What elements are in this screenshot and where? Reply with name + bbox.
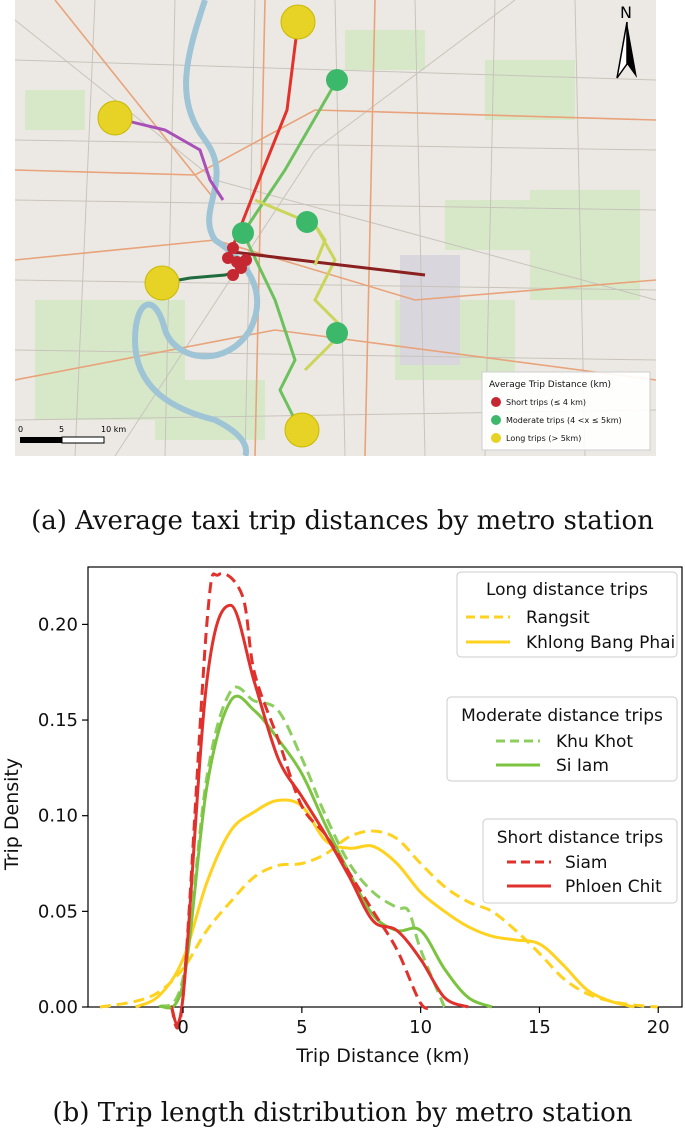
legend-moderate-title: Moderate distance trips: [461, 706, 663, 726]
scale-label-5: 5: [59, 425, 64, 434]
x-tick-label: 0: [177, 1017, 188, 1038]
legend-long-label-rangsit: Rangsit: [526, 608, 590, 628]
scale-label-10: 10 km: [101, 425, 126, 434]
map-legend: Average Trip Distance (km) Short trips (…: [481, 371, 651, 451]
x-axis-label: Trip Distance (km): [295, 1045, 469, 1067]
metro-line-red: [231, 21, 300, 247]
legend-short-label-siam: Siam: [565, 853, 608, 873]
station-marker-long: [97, 100, 133, 136]
y-tick-label: 0.20: [38, 614, 78, 635]
legend-label-moderate: Moderate trips (4 <x ≤ 5km): [506, 416, 622, 425]
station-marker-moderate: [326, 69, 348, 91]
station-marker-short: [227, 269, 239, 281]
y-axis-ticks: 0.00 0.05 0.10 0.15 0.20: [38, 614, 88, 1018]
station-marker-short: [222, 252, 234, 264]
x-tick-label: 20: [647, 1017, 670, 1038]
stations-moderate: [232, 69, 348, 344]
legend-short: Short distance trips Siam Phloen Chit: [482, 818, 678, 904]
legend-marker-long: [491, 433, 501, 443]
metro-line-green-south: [241, 232, 302, 431]
series-line-si-iam: [158, 694, 493, 1010]
legend-long-label-khlong: Khlong Bang Phai: [526, 633, 675, 653]
density-chart: 0 5 10 15 20 0.00 0.05 0.10 0.15 0.20 Trip Dista…: [1, 566, 683, 1067]
legend-long: Long distance trips Rangsit Khlong Bang …: [456, 571, 678, 658]
airport-area: [400, 255, 460, 365]
legend-short-label-phloenchit: Phloen Chit: [565, 877, 662, 897]
y-tick-label: 0.10: [38, 806, 78, 827]
north-arrow: N: [616, 3, 637, 79]
station-marker-long: [284, 412, 320, 448]
map-legend-title: Average Trip Distance (km): [489, 380, 611, 390]
legend-marker-short: [491, 397, 501, 407]
stations-long: [97, 4, 320, 448]
x-tick-label: 5: [296, 1017, 307, 1038]
map-highways: [15, 0, 656, 456]
x-tick-label: 10: [409, 1017, 432, 1038]
station-marker-short: [235, 262, 247, 274]
station-marker-long: [280, 4, 316, 40]
metro-line-lime-east: [313, 224, 327, 266]
metro-line-purple: [114, 116, 225, 201]
x-tick-label: 15: [528, 1017, 551, 1038]
plot-lines: [99, 572, 659, 1030]
river: [131, 0, 261, 456]
plot-frame: [87, 566, 683, 1008]
legend-marker-moderate: [491, 415, 501, 425]
metro-line-green-north: [241, 79, 339, 234]
scale-bar: 0 5 10 km: [18, 425, 126, 444]
station-marker-moderate: [232, 222, 254, 244]
station-marker-moderate: [326, 322, 348, 344]
figure-caption-a: (a) Average taxi trip distances by metro…: [31, 506, 654, 536]
station-marker-short: [227, 242, 239, 254]
station-marker-long: [144, 265, 180, 301]
y-tick-label: 0.05: [38, 901, 78, 922]
legend-moderate: Moderate distance trips Khu Khot Si Iam: [446, 696, 678, 782]
y-tick-label: 0.00: [38, 997, 78, 1018]
legend-label-short: Short trips (≤ 4 km): [506, 398, 586, 407]
legend-label-long: Long trips (> 5km): [506, 434, 581, 443]
legend-moderate-label-khukhot: Khu Khot: [556, 732, 633, 752]
series-line-rangsit: [99, 829, 659, 1009]
figure-caption-b: (b) Trip length distribution by metro st…: [52, 1098, 633, 1128]
y-tick-label: 0.15: [38, 710, 78, 731]
north-label: N: [620, 3, 632, 22]
series-line-phloen-chit: [169, 603, 469, 1026]
legend-short-title: Short distance trips: [497, 828, 664, 848]
legend-long-title: Long distance trips: [486, 580, 648, 600]
y-axis-label: Trip Density: [1, 758, 23, 871]
x-axis-ticks: 0 5 10 15 20: [177, 1007, 670, 1038]
stations-short: [222, 242, 252, 281]
series-line-khlong-bang-phai: [134, 798, 635, 1009]
station-marker-moderate: [296, 211, 318, 233]
legend-moderate-label-siiam: Si Iam: [556, 756, 609, 776]
map-panel: N 0 5 10 km Average Trip Distance (km) S…: [15, 0, 656, 456]
scale-label-0: 0: [18, 425, 23, 434]
series-line-siam: [169, 572, 433, 1030]
